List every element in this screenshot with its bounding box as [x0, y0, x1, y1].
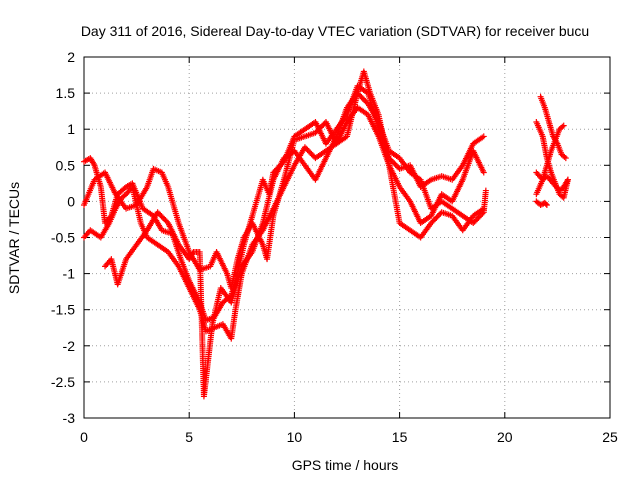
data-point — [303, 145, 310, 152]
series-track-4 — [102, 90, 489, 400]
x-tick-label: 5 — [185, 429, 193, 445]
data-point — [564, 176, 571, 183]
data-point — [358, 94, 365, 101]
data-point — [433, 214, 440, 221]
data-point — [355, 91, 362, 98]
x-tick-label: 15 — [392, 429, 408, 445]
series-track-7 — [533, 118, 571, 201]
data-point — [428, 220, 435, 227]
data-point — [162, 217, 169, 224]
series-track-9 — [533, 122, 567, 198]
data-point — [560, 122, 567, 129]
data-point — [472, 217, 479, 224]
y-tick-label: 0 — [67, 193, 75, 209]
data-point — [480, 133, 487, 140]
data-point — [480, 169, 487, 176]
y-tick-label: -0.5 — [51, 230, 75, 246]
y-tick-label: -2.5 — [51, 374, 75, 390]
data-point — [357, 92, 364, 99]
data-point — [309, 152, 316, 159]
data-point — [392, 161, 399, 168]
x-tick-label: 0 — [80, 429, 88, 445]
x-axis-label: GPS time / hours — [292, 457, 399, 473]
data-point — [362, 98, 369, 105]
data-point — [304, 146, 311, 153]
y-tick-label: 0.5 — [56, 157, 76, 173]
y-tick-label: 2 — [67, 49, 75, 65]
data-point — [359, 95, 366, 102]
data-point — [434, 213, 441, 220]
series-track-5 — [533, 198, 550, 209]
chart-title: Day 311 of 2016, Sidereal Day-to-day VTE… — [81, 23, 589, 39]
data-point — [436, 211, 443, 218]
data-point — [161, 215, 168, 222]
data-point — [154, 209, 161, 216]
data-point — [432, 215, 439, 222]
data-point — [157, 211, 164, 218]
series-track-2 — [81, 82, 487, 324]
data-point — [393, 163, 400, 170]
data-point — [305, 148, 312, 155]
y-tick-label: -3 — [63, 410, 76, 426]
tick-layer: 0 5 10 15 20 25 -3 -2.5 -2 -1.5 -1 -0.5 0 0.5 1 1.5 2 — [51, 49, 618, 445]
y-axis-label: SDTVAR / TECUs — [6, 182, 22, 294]
data-point — [390, 159, 397, 166]
series-track-1 — [81, 68, 487, 292]
y-tick-label: 1 — [67, 121, 75, 137]
data-point — [159, 214, 166, 221]
data-point — [301, 144, 308, 151]
data-point — [475, 214, 482, 221]
x-tick-label: 25 — [602, 429, 618, 445]
data-point — [429, 218, 436, 225]
data-point — [388, 157, 395, 164]
data-point — [307, 149, 314, 156]
x-tick-label: 20 — [497, 429, 513, 445]
data-point — [320, 121, 327, 128]
data-point — [155, 210, 162, 217]
grid-layer — [84, 57, 610, 418]
data-point — [430, 217, 437, 224]
data-point — [163, 218, 170, 225]
data-point — [543, 202, 550, 209]
data-point — [470, 220, 477, 227]
data-point — [474, 215, 481, 222]
data-point — [479, 210, 486, 217]
y-tick-label: -1.5 — [51, 302, 75, 318]
data-point — [319, 123, 326, 130]
data-point — [312, 129, 319, 136]
data-point — [391, 160, 398, 167]
data-point — [471, 218, 478, 225]
series-track-3 — [81, 104, 487, 342]
data-point — [354, 90, 361, 97]
y-tick-label: 1.5 — [56, 85, 76, 101]
data-point — [308, 151, 315, 158]
data-layer — [81, 68, 571, 400]
data-point — [562, 155, 569, 162]
data-point — [542, 200, 549, 207]
data-point — [478, 211, 485, 218]
data-point — [482, 187, 489, 194]
y-tick-label: -1 — [63, 266, 76, 282]
data-point — [476, 213, 483, 220]
data-point — [361, 96, 368, 103]
data-point — [158, 213, 165, 220]
y-tick-label: -2 — [63, 338, 76, 354]
x-tick-label: 10 — [287, 429, 303, 445]
